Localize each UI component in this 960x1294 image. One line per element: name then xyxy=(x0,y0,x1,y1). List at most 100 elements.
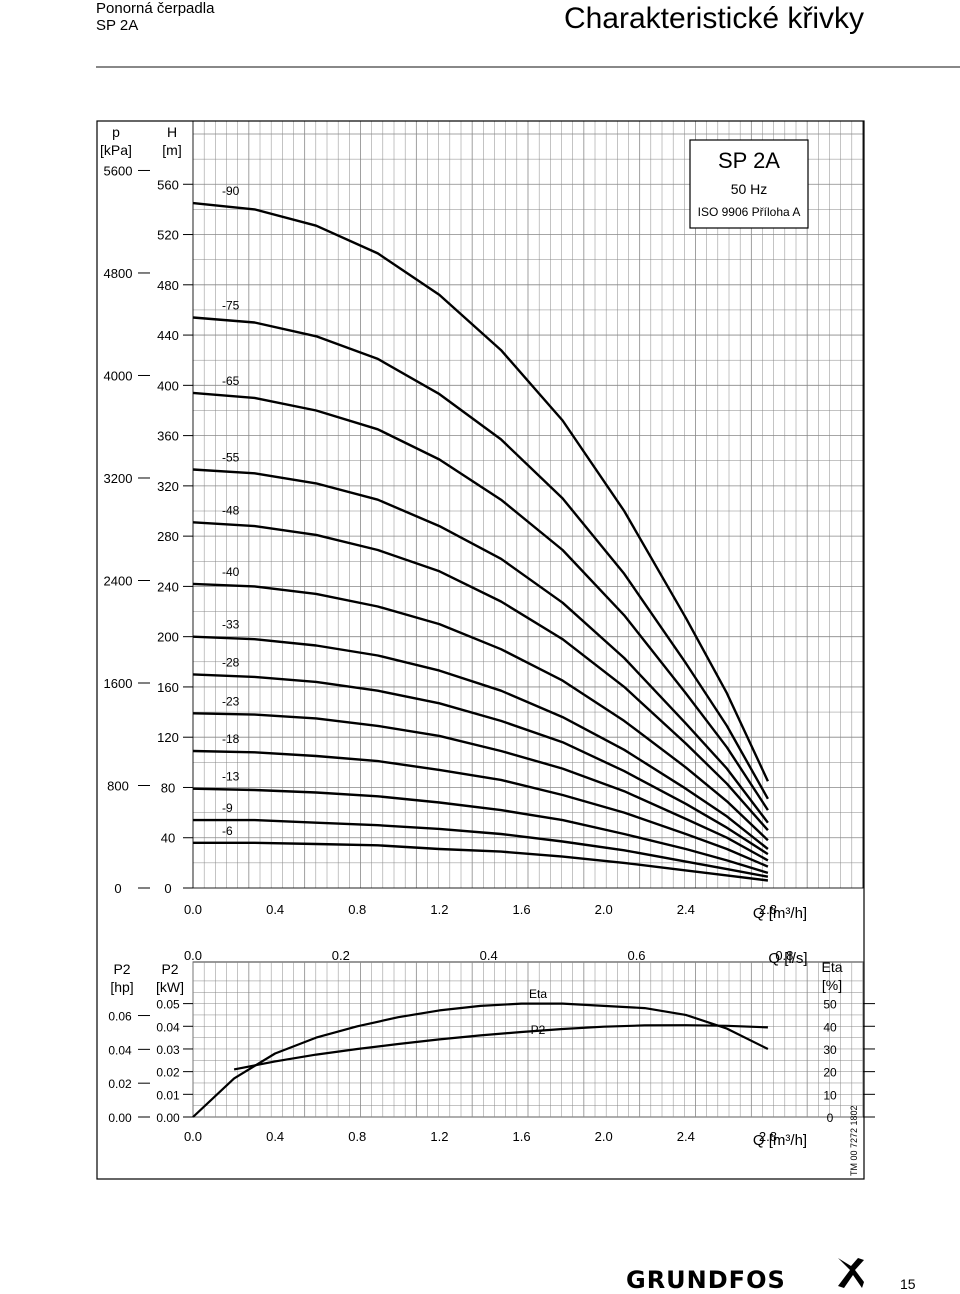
eta-axis-label: Eta xyxy=(821,959,842,975)
q-ls-axis-label: Q [l/s] xyxy=(768,950,807,967)
legend-title: SP 2A xyxy=(718,148,780,173)
grundfos-logo: GRUNDFOS xyxy=(626,1266,786,1294)
kw-tick-label: 0.00 xyxy=(156,1111,180,1125)
p2-hp-label: P2 xyxy=(113,961,130,977)
q-ls-tick-label: 0.2 xyxy=(332,948,350,963)
head-curves: -90 -75 -65 -55 -48 -40 -33 -28 -23 -18 -13 -9 -6 xyxy=(192,184,769,882)
grundfos-emblem-icon xyxy=(838,1258,864,1288)
head-curve-stages-13 xyxy=(192,787,769,875)
page-number: 15 xyxy=(900,1276,916,1292)
curve-label: -55 xyxy=(222,451,240,465)
p-tick-label: 3200 xyxy=(104,471,133,486)
head-curve-stages-65 xyxy=(192,391,769,811)
legend-box xyxy=(689,139,809,229)
kw-tick-label: 0.01 xyxy=(156,1088,180,1102)
kw-tick-label: 0.05 xyxy=(156,998,180,1012)
eta-tick-label: 40 xyxy=(823,1020,837,1034)
h-tick-label: 280 xyxy=(157,529,179,544)
h-tick-label: 200 xyxy=(157,630,179,645)
head-curve-stages-9 xyxy=(193,818,769,878)
h-tick-label: 120 xyxy=(157,730,179,745)
chart-frame xyxy=(96,120,865,1180)
header-divider xyxy=(96,66,960,68)
p-tick-label: 0 xyxy=(114,881,121,896)
h-tick-label: 400 xyxy=(157,378,179,393)
h-tick-label: 440 xyxy=(157,328,179,343)
h-tick-label: 40 xyxy=(161,831,175,846)
head-curve-stages-40 xyxy=(192,582,769,842)
p-tick-label: 1600 xyxy=(104,676,133,691)
head-curve-stages-55 xyxy=(192,468,769,824)
eta-curve-label: Eta xyxy=(529,987,547,1001)
curve-label: -40 xyxy=(222,565,240,579)
hp-tick-label: 0.02 xyxy=(108,1077,132,1091)
document-header: Ponorná čerpadla SP 2A xyxy=(96,0,214,34)
kw-tick-label: 0.04 xyxy=(156,1020,180,1034)
eta-tick-label: 0 xyxy=(827,1111,834,1125)
q-tick-label-lower: 2.4 xyxy=(677,1129,695,1144)
upper-plot-border xyxy=(192,120,864,889)
p-axis-label: p xyxy=(112,124,120,140)
q-tick-label-lower: 0.4 xyxy=(266,1129,284,1144)
head-curve-stages-18 xyxy=(192,749,769,868)
h-axis-label: H xyxy=(167,124,177,140)
header-category: Ponorná čerpadla xyxy=(96,0,215,17)
curve-label: -65 xyxy=(222,374,240,388)
q-tick-label-lower: 0.0 xyxy=(184,1129,202,1144)
curve-label: -75 xyxy=(222,298,240,312)
legend-standard: ISO 9906 Příloha A xyxy=(698,205,801,219)
eta-axis-unit: [%] xyxy=(822,977,842,993)
head-curve-stages-6 xyxy=(193,841,769,882)
q-tick-label-lower: 2.8 xyxy=(759,1129,777,1144)
p-tick-label: 4800 xyxy=(104,266,133,281)
q-ls-tick-label: 0.6 xyxy=(627,948,645,963)
curve-label: -13 xyxy=(222,770,240,784)
h-tick-label: 480 xyxy=(157,278,179,293)
head-curve-stages-23 xyxy=(192,712,769,862)
eta-curve xyxy=(192,1002,769,1118)
eta-tick-label: 20 xyxy=(823,1066,837,1080)
h-tick-label: 0 xyxy=(164,881,171,896)
q-axis-label-upper: Q [m³/h] xyxy=(753,905,807,922)
h-tick-label: 560 xyxy=(157,177,179,192)
p-tick-label: 2400 xyxy=(104,573,133,588)
curve-label: -23 xyxy=(222,694,240,708)
head-curve-stages-28 xyxy=(192,673,769,856)
h-tick-label: 240 xyxy=(157,579,179,594)
p-tick-label: 800 xyxy=(107,778,129,793)
lower-grid xyxy=(192,961,864,1118)
head-curve-stages-75 xyxy=(192,316,769,800)
hp-tick-label: 0.00 xyxy=(108,1111,132,1125)
eta-tick-label: 10 xyxy=(823,1088,837,1102)
p2-curve xyxy=(233,1024,768,1071)
upper-grid xyxy=(192,121,864,889)
q-ls-tick-label: 0.8 xyxy=(775,948,793,963)
q-tick-label: 2.4 xyxy=(677,902,695,917)
q-ls-tick-label: 0.4 xyxy=(480,948,498,963)
h-tick-label: 160 xyxy=(157,680,179,695)
q-tick-label: 1.6 xyxy=(512,902,530,917)
eta-tick-label: 50 xyxy=(823,998,837,1012)
curve-label: -6 xyxy=(222,824,233,838)
h-axis-unit: [m] xyxy=(162,142,181,158)
q-tick-label-lower: 1.6 xyxy=(512,1129,530,1144)
h-tick-label: 360 xyxy=(157,429,179,444)
p-tick-label: 5600 xyxy=(104,163,133,178)
power-eta-curves xyxy=(192,1002,769,1118)
curve-label: -18 xyxy=(222,732,240,746)
head-curve-stages-90 xyxy=(192,201,769,782)
q-ls-tick-label: 0.0 xyxy=(184,948,202,963)
p2-curve-label: P2 xyxy=(531,1023,546,1037)
q-tick-label: 0.4 xyxy=(266,902,284,917)
q-axis-label-lower: Q [m³/h] xyxy=(753,1132,807,1149)
kw-tick-label: 0.02 xyxy=(156,1066,180,1080)
h-tick-label: 320 xyxy=(157,479,179,494)
q-tick-label: 2.0 xyxy=(595,902,613,917)
q-tick-label: 0.0 xyxy=(184,902,202,917)
h-tick-label: 80 xyxy=(161,780,175,795)
curve-label: -28 xyxy=(222,655,240,669)
outer-frame xyxy=(96,120,865,1180)
axis-ticks: 0408012016020024028032036040044048052056… xyxy=(104,163,875,1144)
curve-label: -48 xyxy=(222,503,240,517)
